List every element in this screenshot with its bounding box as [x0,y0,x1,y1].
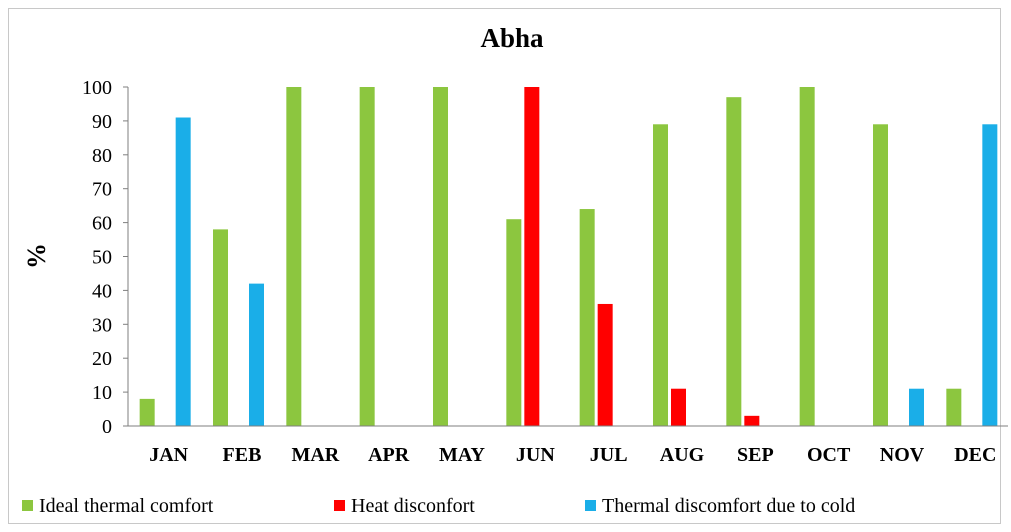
legend-swatch [585,500,596,511]
y-tick-label: 0 [102,416,112,438]
bar [597,303,613,426]
x-category-label: JUN [516,444,555,466]
legend-label: Heat disconfort [351,495,475,517]
bar [506,219,522,426]
legend-swatch [22,500,33,511]
bar [579,209,595,426]
x-category-label: APR [368,444,410,466]
x-category-label: MAY [439,444,485,466]
bar [286,87,302,426]
y-tick-label: 100 [82,77,112,99]
bar [946,388,962,426]
y-tick-label: 90 [92,111,112,133]
bar [982,124,998,426]
x-category-label: DEC [954,444,996,466]
bar [433,87,448,426]
y-tick-label: 20 [92,348,112,370]
x-category-label: JUL [590,444,628,466]
legend-swatch [334,500,345,511]
y-tick-label: 60 [92,213,112,235]
x-category-label: OCT [807,444,851,466]
bar [249,283,264,426]
y-tick-label: 70 [92,179,112,201]
bar [213,229,228,426]
x-category-label: MAR [291,444,339,466]
legend-label: Thermal discomfort due to cold [602,495,855,517]
y-tick-label: 80 [92,145,112,167]
bar [175,117,191,426]
y-tick-label: 40 [92,280,112,302]
x-category-label: AUG [660,444,705,466]
bar [744,415,760,426]
legend-label: Ideal thermal comfort [39,495,214,517]
bar [653,124,668,426]
bar [524,87,540,426]
chart-frame [8,8,1001,524]
legend: Ideal thermal comfort Heat disconfort Ther… [22,495,855,517]
bar [726,97,742,427]
bar [359,87,375,426]
x-category-label: SEP [737,444,774,466]
x-category-label: JAN [149,444,188,466]
y-tick-label: 50 [92,247,112,269]
chart-title: Abha [480,23,544,53]
y-tick-label: 10 [92,382,112,404]
x-category-label: FEB [223,444,262,466]
bar [671,388,686,426]
y-axis-label: % [22,243,51,269]
bar [799,87,815,426]
bar [873,124,888,426]
y-tick-label: 30 [92,314,112,336]
bar [139,398,155,426]
x-axis-categories: JAN FEB MAR APR MAY JUN JUL AUG SEP OCT NOV DEC [149,444,996,466]
x-category-label: NOV [880,444,925,466]
y-axis-ticks: 0 10 20 30 40 50 60 70 80 90 100 [82,77,128,438]
bar [909,388,924,426]
bars [139,87,998,427]
